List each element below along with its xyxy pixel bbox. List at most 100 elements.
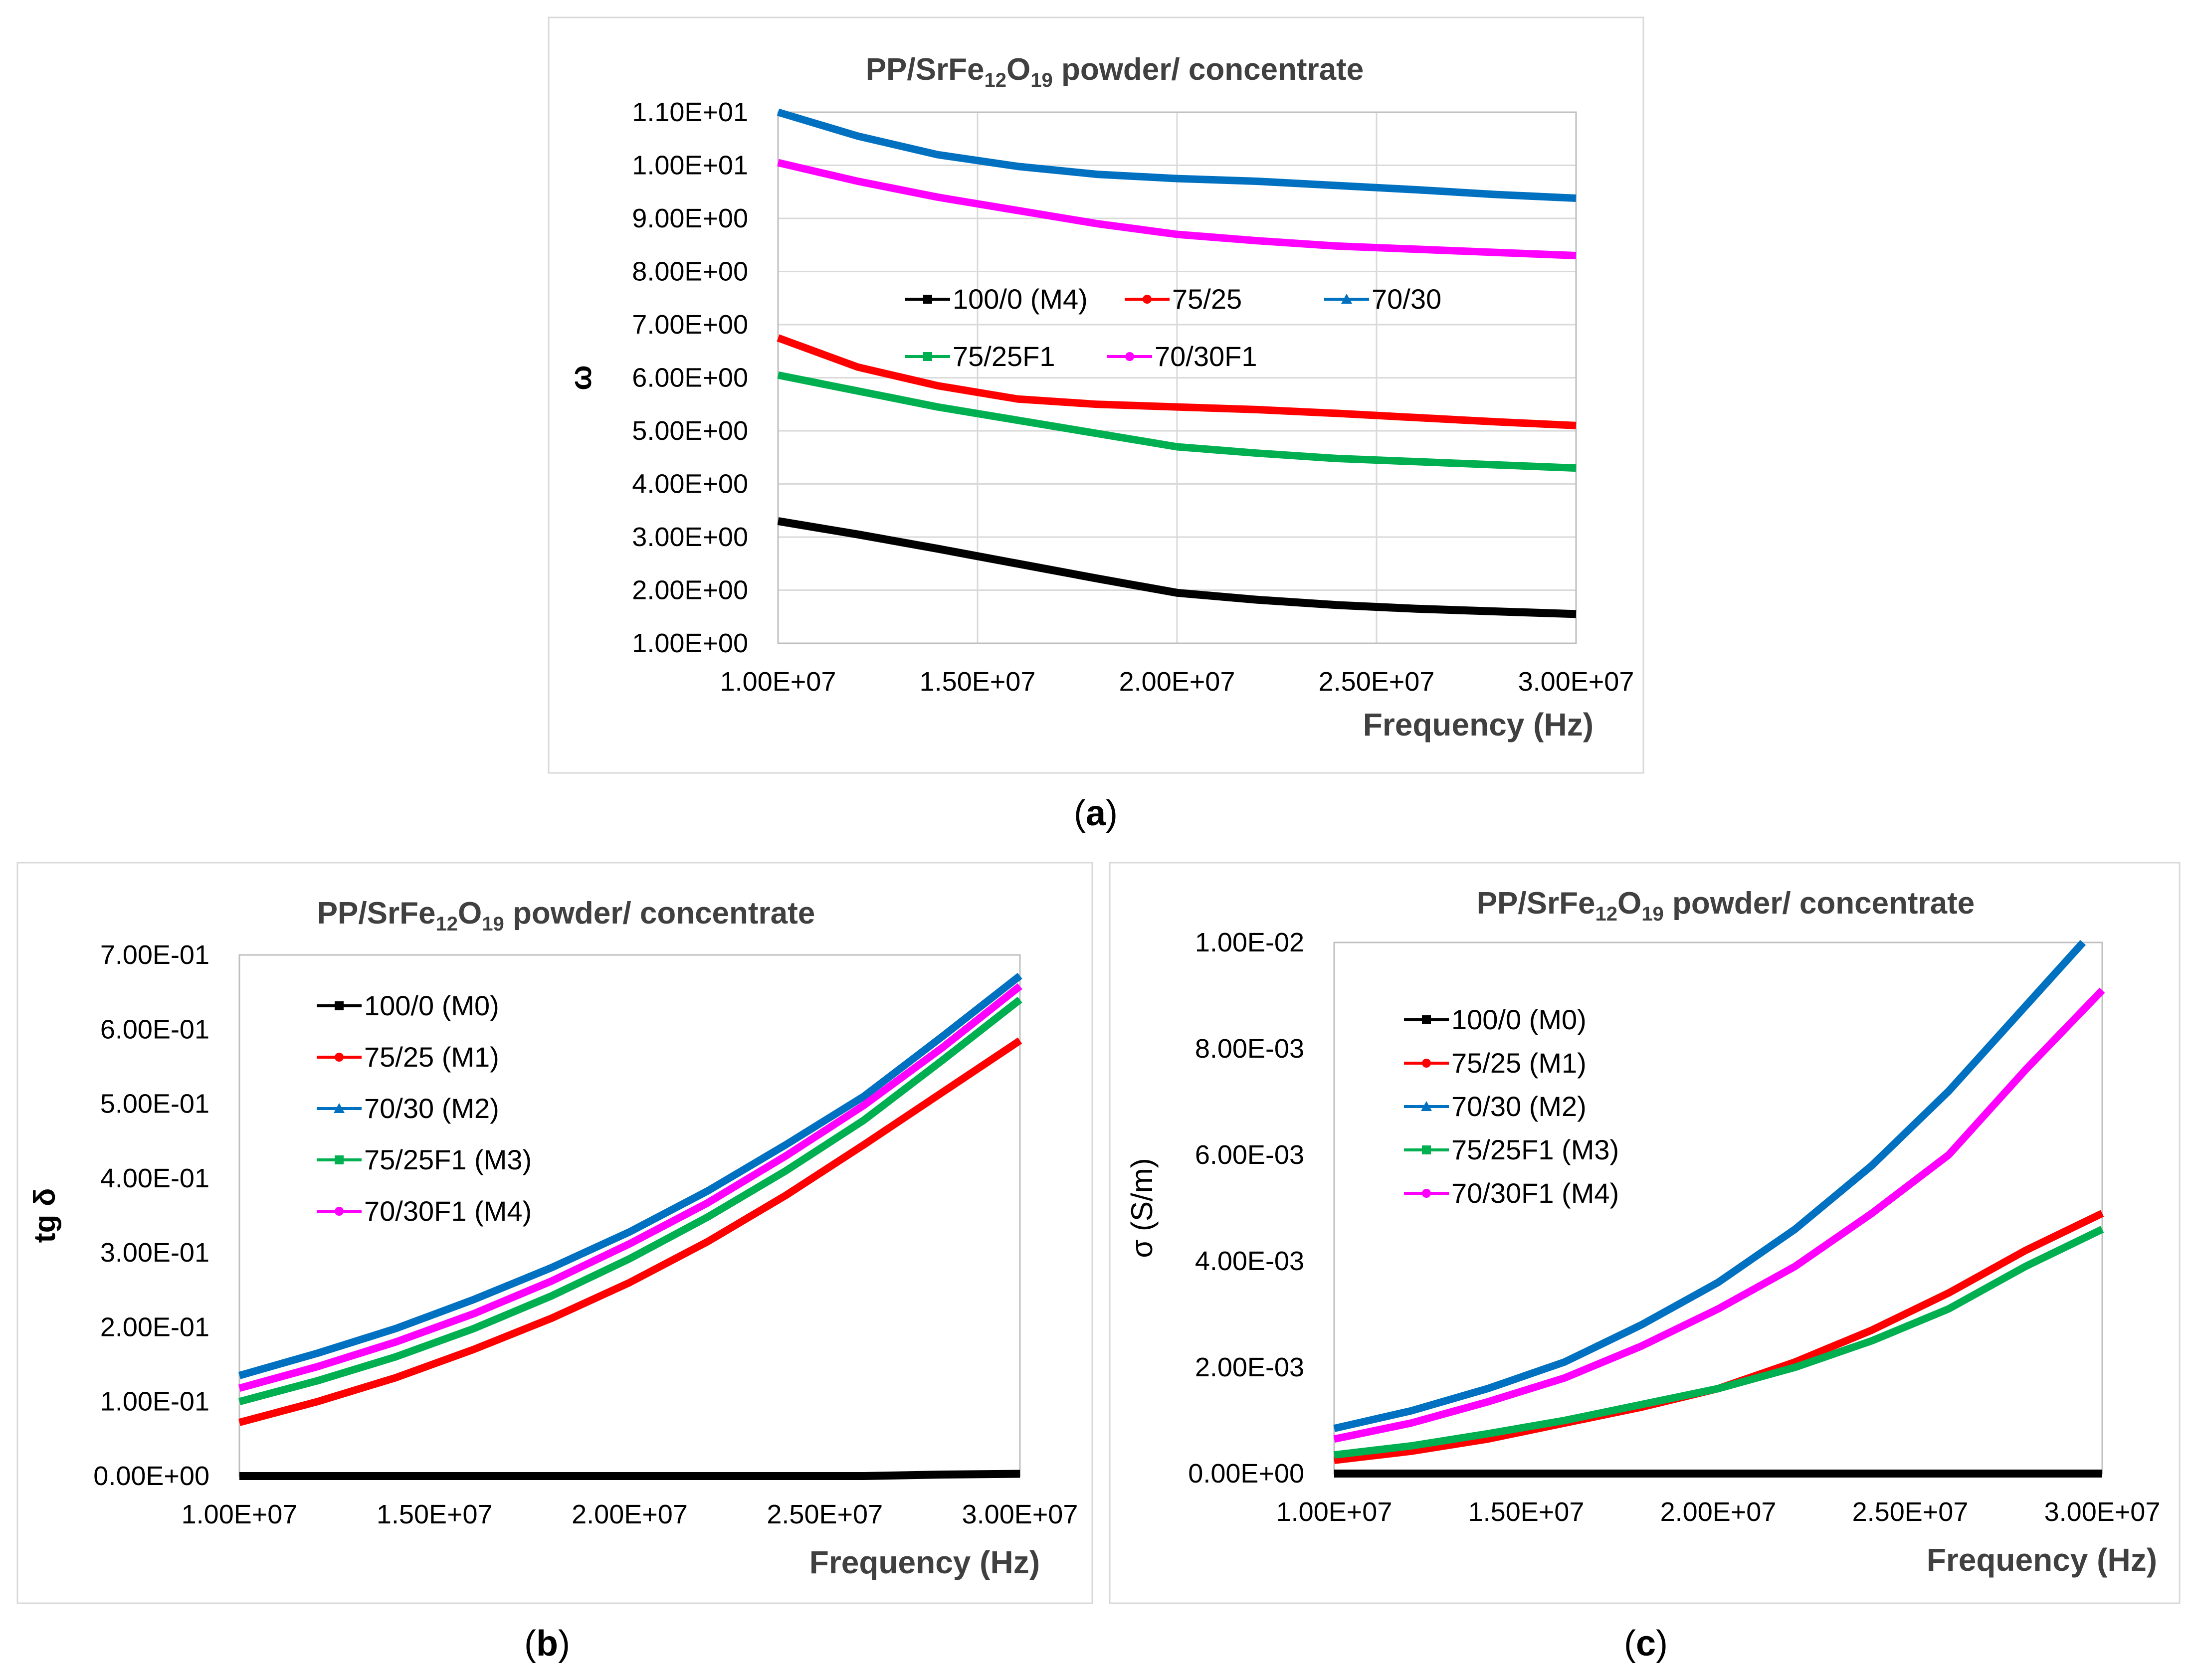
y-tick-label: 3.00E-01 [100,1238,209,1268]
legend-item: 70/30F1 (M4) [1404,1177,1619,1209]
legend-marker [1422,1059,1431,1068]
legend-label: 75/25F1 (M3) [364,1144,532,1175]
series-line-75-25f1-m3- [1334,1226,2104,1459]
panel-label-a: (a) [1074,793,1118,833]
legend-marker [335,1053,344,1062]
y-axis-label: σ (S/m) [1125,1158,1159,1258]
legend-marker [923,352,932,361]
x-axis-label: Frequency (Hz) [809,1544,1040,1580]
title-part-sub2: 19 [1030,69,1053,91]
legend-item: 75/25 (M1) [1404,1047,1587,1079]
x-tick-label: 1.00E+07 [182,1499,298,1529]
title-part-post: powder/ concentrate [504,896,815,931]
series-line-70-30f1-m4- [238,983,1022,1392]
panel-letter: c [1636,1624,1656,1664]
y-axis-label: tg δ [28,1188,61,1243]
chart-title-c: PP/SrFe12O19 powder/ concentrate [1477,886,1975,925]
legend-label: 75/25 (M1) [1451,1047,1587,1079]
y-tick-label: 6.00E-01 [100,1014,209,1044]
legend-item: 75/25F1 (M3) [317,1144,532,1175]
legend-label: 75/25F1 (M3) [1451,1134,1619,1165]
title-part-sub2: 19 [482,913,504,935]
y-tick-label: 7.00E+00 [632,310,748,340]
y-tick-label: 5.00E+00 [632,416,748,446]
series-line-75-25 [777,334,1577,429]
panel-label-c: (c) [1624,1624,1668,1664]
legend-label: 75/25 [1172,283,1242,315]
title-part-sub2: 19 [1641,903,1664,925]
legend-marker [335,1207,344,1216]
y-axis-label: ω [564,365,598,390]
legend-marker [1422,1145,1431,1154]
x-tick-label: 2.50E+07 [1852,1497,1969,1527]
y-tick-label: 1.00E+00 [632,628,748,658]
series-line-100-0-m0- [239,1470,1020,1480]
panel-paren-open: ( [1624,1624,1636,1664]
legend-item: 100/0 (M0) [317,990,499,1021]
y-tick-label: 9.00E+00 [632,203,748,233]
panel-label-b: (b) [524,1624,570,1664]
title-part-mid: O [458,896,482,931]
legend-marker [1421,1101,1432,1111]
legend-label: 75/25F1 [953,341,1055,372]
legend-label: 70/30 [1372,283,1441,315]
panel-paren-open: ( [1074,793,1086,833]
legend-marker [1143,295,1152,304]
y-tick-label: 4.00E-01 [100,1163,209,1193]
legend-marker [923,295,932,304]
chart-panel-b: 0.00E+00 1.00E-01 2.00E-01 3.00E-01 4.00E-01… [16,862,1093,1604]
series-line-75-25-m1- [238,1037,1022,1426]
series-line-70-30-m2- [1333,939,2086,1432]
panel-paren-close: ) [1656,1624,1668,1664]
y-tick-label: 2.00E-01 [100,1312,209,1342]
title-part-pre: PP/SrFe [866,52,985,87]
y-tick-label: 5.00E-01 [100,1089,209,1119]
y-tick-label: 6.00E-03 [1195,1140,1304,1170]
x-tick-label: 2.50E+07 [1319,667,1435,697]
series-line-75-25f1 [777,371,1577,472]
x-tick-label: 2.00E+07 [1660,1497,1777,1527]
legend-marker [334,1103,345,1113]
y-tick-label: 2.00E+00 [632,575,748,605]
legend-item: 70/30 (M2) [317,1093,499,1124]
y-tick-label: 8.00E+00 [632,257,748,287]
y-tick-label: 8.00E-03 [1195,1034,1304,1064]
legend-label: 70/30 (M2) [364,1093,499,1124]
y-tick-label: 7.00E-01 [100,940,209,970]
x-tick-label: 3.00E+07 [962,1499,1078,1529]
title-part-mid: O [1006,52,1030,87]
y-tick-label: 1.10E+01 [632,97,748,127]
legend-label: 100/0 (M4) [953,283,1088,315]
x-axis-label: Frequency (Hz) [1927,1542,2157,1578]
series-line-75-25f1-m3- [238,996,1022,1405]
legend-label: 70/30F1 (M4) [1451,1177,1619,1209]
legend-marker [335,1001,344,1010]
title-part-sub1: 12 [435,913,458,935]
panel-letter: a [1086,793,1106,833]
x-tick-label: 1.00E+07 [1276,1497,1393,1527]
legend-marker [1341,294,1352,304]
legend-label: 100/0 (M0) [364,990,499,1021]
series-line-70-30f1-m4- [1333,987,2105,1443]
legend-item: 75/25F1 (M3) [1404,1134,1619,1165]
legend-item: 70/30F1 [1107,341,1257,372]
y-tick-label: 4.00E-03 [1195,1246,1304,1276]
x-axis-label: Frequency (Hz) [1363,707,1594,743]
legend-item: 100/0 (M0) [1404,1004,1587,1035]
legend-item: 75/25F1 [905,341,1055,372]
legend-label: 70/30 (M2) [1451,1091,1587,1122]
x-tick-label: 1.00E+07 [720,667,836,697]
legend-item: 70/30 [1324,283,1441,315]
legend-marker [1125,352,1134,361]
x-tick-label: 1.50E+07 [920,667,1036,697]
legend-marker [1422,1189,1431,1198]
chart-title-b: PP/SrFe12O19 powder/ concentrate [317,896,815,935]
legend-item: 75/25 [1125,283,1242,315]
title-part-post: powder/ concentrate [1664,886,1975,921]
panel-paren-open: ( [524,1624,536,1664]
y-tick-label: 2.00E-03 [1195,1352,1304,1382]
chart-panel-a: 1.00E+00 2.00E+00 3.00E+00 4.00E+00 5.00E+00… [548,16,1644,774]
y-tick-label: 1.00E+01 [632,151,748,181]
legend-marker [335,1155,344,1164]
panel-paren-close: ) [1106,793,1118,833]
